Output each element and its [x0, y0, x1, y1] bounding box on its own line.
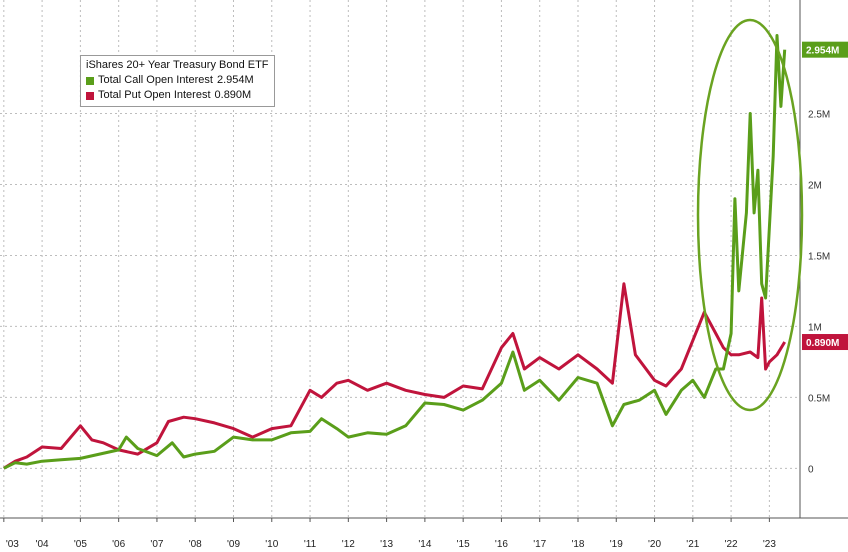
- x-tick-label: '19: [610, 539, 623, 550]
- legend-title-text: iShares 20+ Year Treasury Bond ETF: [86, 59, 269, 71]
- x-tick-label: '05: [74, 539, 87, 550]
- x-tick-label: '12: [342, 539, 355, 550]
- x-tick-label: '14: [418, 539, 431, 550]
- y-tick-label: 1M: [808, 322, 822, 333]
- last-value-label: 0.890M: [806, 338, 839, 349]
- x-tick-label: '17: [533, 539, 546, 550]
- legend-item-puts: Total Put Open Interest 0.890M: [86, 88, 269, 103]
- grid-lines: [0, 0, 800, 518]
- x-tick-label: '03: [6, 539, 19, 550]
- x-axis: '03 '04 '05 '06 '07 '08 '09 '10 '11 '12 '13 '14 '15 '…: [0, 517, 848, 550]
- legend-call-label: Total Call Open Interest: [98, 74, 213, 86]
- x-tick-label: '21: [686, 539, 699, 550]
- x-tick-label: '10: [265, 539, 278, 550]
- legend-title: iShares 20+ Year Treasury Bond ETF: [86, 58, 269, 73]
- x-tick-label: '16: [495, 539, 508, 550]
- legend: iShares 20+ Year Treasury Bond ETF Total…: [80, 55, 275, 107]
- legend-put-label: Total Put Open Interest: [98, 89, 211, 101]
- highlight-ellipse: [696, 18, 804, 412]
- legend-put-value: 0.890M: [214, 89, 252, 101]
- legend-call-value: 2.954M: [216, 74, 254, 86]
- x-tick-label: '20: [648, 539, 661, 550]
- last-value-box: [802, 334, 848, 351]
- legend-item-calls: Total Call Open Interest 2.954M: [86, 73, 269, 88]
- put-swatch: [86, 91, 94, 100]
- last-value-labels: 2.954M 0.890M: [802, 41, 848, 351]
- x-tick-label: '07: [150, 539, 163, 550]
- last-value-box: [802, 41, 848, 58]
- x-tick-label: '06: [112, 539, 125, 550]
- y-tick-label: 2M: [808, 180, 822, 191]
- x-tick-label: '08: [189, 539, 202, 550]
- x-tick-label: '18: [571, 539, 584, 550]
- call-swatch: [86, 76, 94, 85]
- y-tick-label: 0: [808, 464, 814, 475]
- x-tick-label: '11: [304, 539, 317, 550]
- y-tick-label: 2.5M: [808, 110, 830, 121]
- series-lines: [3, 34, 787, 470]
- x-tick-label: '15: [457, 539, 470, 550]
- x-tick-label: '04: [36, 539, 49, 550]
- put-open-interest-line: [3, 282, 786, 470]
- x-tick-label: '22: [725, 539, 738, 550]
- x-tick-label: '09: [227, 539, 240, 550]
- x-tick-label: '13: [380, 539, 393, 550]
- y-axis: 0 0.5M 1M 1.5M 2M 2.5M: [799, 0, 830, 518]
- y-tick-label: 0.5M: [808, 393, 830, 404]
- y-tick-label: 1.5M: [808, 251, 830, 262]
- x-tick-label: '23: [763, 539, 776, 550]
- call-open-interest-line: [3, 34, 787, 470]
- last-value-label: 2.954M: [806, 46, 839, 57]
